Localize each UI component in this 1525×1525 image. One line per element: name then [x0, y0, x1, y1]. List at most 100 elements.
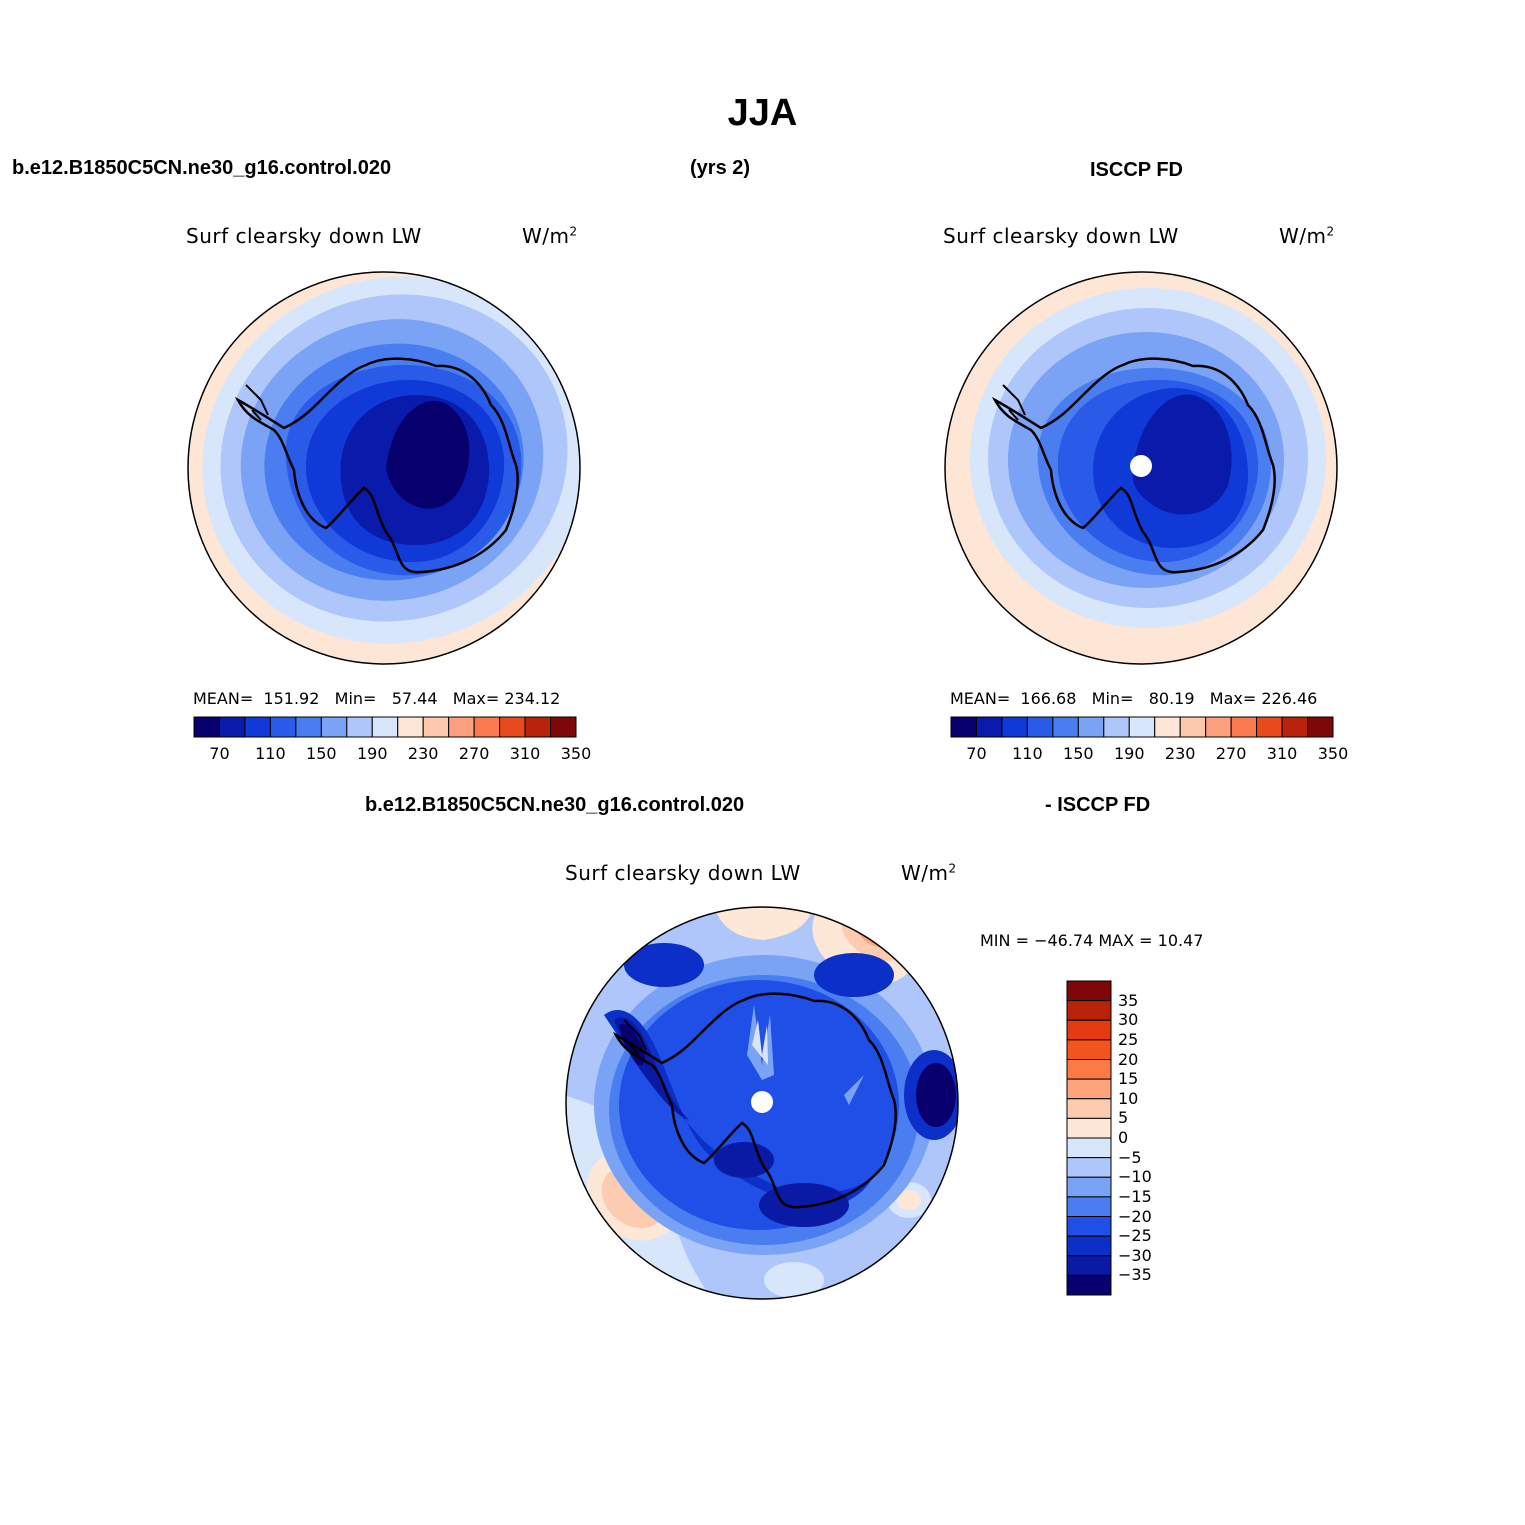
model-colorbar-swatch [371, 716, 399, 738]
diff-colorbar-swatch [1066, 1235, 1112, 1257]
diff-colorbar-tick-label: −25 [1118, 1226, 1152, 1246]
diff-colorbar-tick-label: 35 [1118, 990, 1139, 1010]
diff-colorbar-tick-label: 5 [1118, 1108, 1129, 1128]
model-colorbar-swatch [524, 716, 552, 738]
model-colorbar-swatch [218, 716, 246, 738]
case-name: b.e12.B1850C5CN.ne30_g16.control.020 [12, 157, 392, 179]
model-colorbar-tick-label: 310 [509, 744, 541, 763]
diff-colorbar-tick-label: −5 [1118, 1147, 1142, 1167]
obs-colorbar-tick-label: 270 [1215, 744, 1247, 763]
diff-colorbar-swatch [1066, 1098, 1112, 1119]
obs-colorbar-swatch [1256, 716, 1283, 738]
model-colorbar-swatch [320, 716, 348, 738]
model-colorbar-tick-label: 350 [560, 744, 592, 763]
diff-colorbar-swatch [1066, 1078, 1112, 1100]
obs-colorbar-swatch [1128, 716, 1156, 738]
model-stats: MEAN= 151.92 Min= 57.44 Max= 234.12 [193, 689, 561, 708]
obs-colorbar-swatch [1077, 716, 1105, 738]
obs-name: ISCCP FD [1090, 159, 1183, 181]
model-colorbar-swatch [473, 716, 501, 738]
obs-colorbar-tick-label: 190 [1113, 744, 1145, 763]
obs-colorbar-swatch [975, 716, 1003, 738]
diff-colorbar-tick-label: −15 [1118, 1186, 1152, 1206]
diff-colorbar-tick-label: 10 [1118, 1088, 1139, 1108]
diff-colorbar-swatch [1066, 1216, 1112, 1237]
diff-colorbar-swatch [1066, 1137, 1112, 1159]
obs-colorbar-swatch [1001, 716, 1028, 738]
obs-panel-title: Surf clearsky down LW [943, 224, 1179, 248]
obs-colorbar-swatch [1205, 716, 1232, 738]
model-colorbar-swatch [422, 716, 450, 738]
obs-panel-units: W/m2 [1279, 224, 1335, 248]
model-colorbar-tick-label: 270 [458, 744, 490, 763]
diff-colorbar-swatch [1066, 1255, 1112, 1276]
years-label: (yrs 2) [690, 157, 751, 179]
diff-polar-map [565, 906, 959, 1300]
model-colorbar-swatch [295, 716, 322, 738]
model-colorbar-tick-label: 70 [209, 744, 230, 763]
diff-panel-units: W/m2 [901, 861, 957, 885]
model-colorbar-tick-label: 110 [255, 744, 286, 763]
model-colorbar-swatch [448, 716, 475, 738]
diff-colorbar-ticks: 35 30 25 20 15 10 5 0 −5 −10 −15 −20 −25 −30 −35 [1118, 980, 1178, 1296]
obs-colorbar-swatch [1281, 716, 1309, 738]
obs-colorbar-tick-label: 70 [966, 744, 987, 763]
diff-colorbar-tick-label: 25 [1118, 1029, 1139, 1049]
diff-colorbar [1066, 980, 1112, 1296]
model-colorbar-swatch [193, 716, 220, 738]
obs-colorbar-swatch [950, 716, 977, 738]
obs-colorbar-swatch [1026, 716, 1054, 738]
diff-colorbar-swatch [1066, 1019, 1112, 1041]
obs-colorbar-tick-label: 110 [1012, 744, 1043, 763]
diff-colorbar-swatch [1066, 1274, 1112, 1296]
diff-colorbar-tick-label: −10 [1118, 1167, 1152, 1187]
diff-panel-title: Surf clearsky down LW [565, 861, 801, 885]
obs-stats: MEAN= 166.68 Min= 80.19 Max= 226.46 [950, 689, 1318, 708]
season-title: JJA [727, 92, 798, 134]
obs-colorbar-swatch [1179, 716, 1207, 738]
diff-colorbar-swatch [1066, 1000, 1112, 1021]
model-colorbar [193, 716, 577, 738]
obs-colorbar-tick-label: 150 [1063, 744, 1094, 763]
diff-colorbar-swatch [1066, 1039, 1112, 1060]
diff-colorbar-tick-label: 30 [1118, 1010, 1139, 1030]
model-polar-map [187, 271, 581, 665]
diff-colorbar-tick-label: 20 [1118, 1049, 1139, 1069]
obs-colorbar-swatch [1307, 716, 1334, 738]
model-colorbar-swatch [499, 716, 526, 738]
model-panel-title: Surf clearsky down LW [186, 224, 422, 248]
obs-colorbar-swatch [1230, 716, 1258, 738]
model-colorbar-tick-label: 150 [306, 744, 337, 763]
diff-colorbar-tick-label: −35 [1118, 1265, 1152, 1285]
diff-colorbar-swatch [1066, 980, 1112, 1002]
obs-colorbar-tick-label: 310 [1266, 744, 1298, 763]
diff-colorbar-swatch [1066, 1196, 1112, 1217]
model-colorbar-swatch [397, 716, 424, 738]
model-colorbar-swatch [244, 716, 271, 738]
diff-colorbar-swatch [1066, 1117, 1112, 1139]
model-panel-units: W/m2 [522, 224, 578, 248]
model-colorbar-ticks: 70 110 150 190 230 270 310 350 [193, 744, 591, 764]
diff-colorbar-tick-label: 0 [1118, 1128, 1129, 1147]
obs-colorbar-swatch [1052, 716, 1079, 738]
diff-colorbar-tick-label: −20 [1118, 1206, 1152, 1226]
diff-minmax: MIN = −46.74 MAX = 10.47 [980, 931, 1204, 950]
obs-colorbar-swatch [1154, 716, 1181, 738]
obs-colorbar-tick-label: 230 [1164, 744, 1196, 763]
diff-colorbar-tick-label: −30 [1118, 1245, 1152, 1265]
model-colorbar-tick-label: 190 [356, 744, 388, 763]
obs-polar-map [944, 271, 1338, 665]
model-colorbar-swatch [269, 716, 297, 738]
diff-obs-name: - ISCCP FD [1045, 794, 1151, 816]
diff-case-name: b.e12.B1850C5CN.ne30_g16.control.020 [365, 794, 745, 816]
model-colorbar-tick-label: 230 [407, 744, 439, 763]
model-colorbar-swatch [346, 716, 373, 738]
model-colorbar-swatch [550, 716, 577, 738]
diff-colorbar-tick-label: 15 [1118, 1069, 1139, 1089]
diff-colorbar-swatch [1066, 1157, 1112, 1178]
obs-colorbar-ticks: 70 110 150 190 230 270 310 350 [950, 744, 1348, 764]
obs-colorbar [950, 716, 1334, 738]
obs-colorbar-tick-label: 350 [1317, 744, 1349, 763]
diff-colorbar-swatch [1066, 1059, 1112, 1080]
obs-colorbar-swatch [1103, 716, 1130, 738]
